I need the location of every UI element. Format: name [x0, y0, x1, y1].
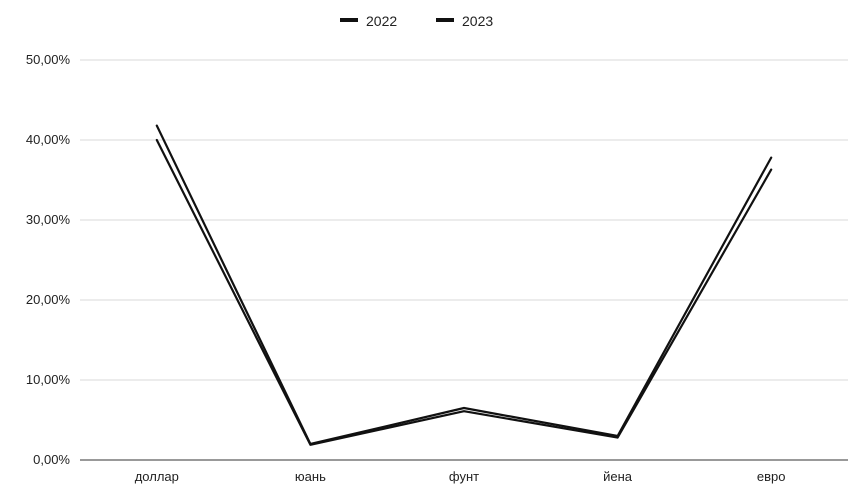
series-line-2022 [155, 124, 773, 446]
y-tick-label: 50,00% [26, 52, 71, 67]
x-axis: доллар юань фунт йена евро [135, 469, 786, 484]
x-tick-label: юань [295, 469, 326, 484]
y-axis: 0,00% 10,00% 20,00% 30,00% 40,00% 50,00% [26, 52, 71, 467]
gridlines [80, 59, 848, 461]
x-tick-label: йена [603, 469, 633, 484]
series-lines [155, 124, 773, 446]
legend-label: 2023 [462, 13, 493, 29]
legend-swatch [436, 18, 454, 22]
y-tick-label: 0,00% [33, 452, 70, 467]
x-tick-label: фунт [449, 469, 479, 484]
y-tick-label: 10,00% [26, 372, 71, 387]
y-tick-label: 30,00% [26, 212, 71, 227]
y-tick-label: 40,00% [26, 132, 71, 147]
legend-swatch [340, 18, 358, 22]
series-line-2023 [155, 138, 773, 446]
legend-label: 2022 [366, 13, 397, 29]
x-tick-label: доллар [135, 469, 179, 484]
x-tick-label: евро [757, 469, 786, 484]
legend: 2022 2023 [340, 13, 493, 29]
y-tick-label: 20,00% [26, 292, 71, 307]
